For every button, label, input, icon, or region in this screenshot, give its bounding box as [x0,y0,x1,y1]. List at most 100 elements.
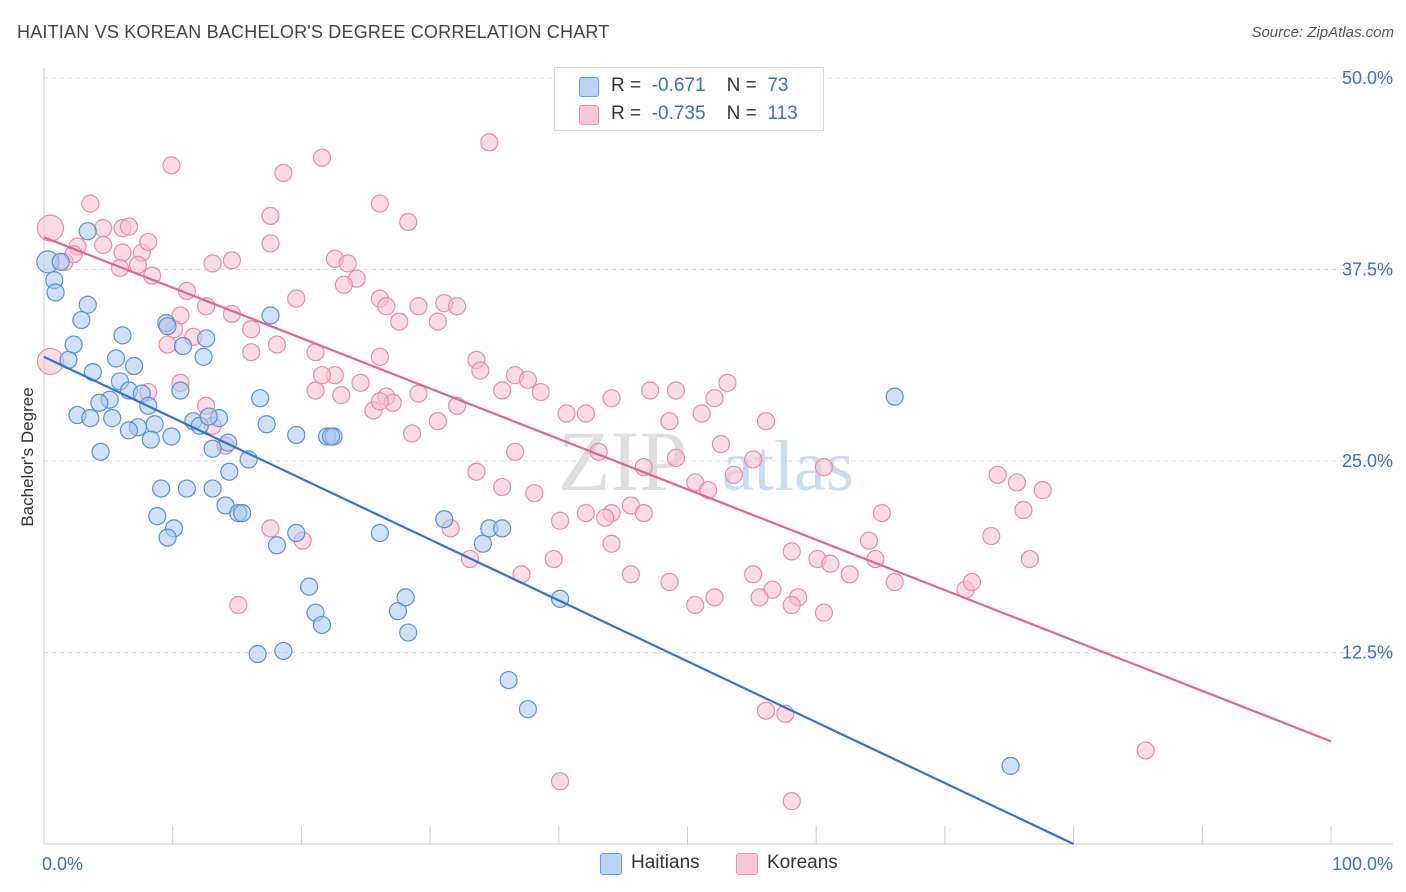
koreans-swatch [579,105,599,125]
korean-point [756,412,776,431]
korean-point [370,347,390,366]
haitian-point [261,306,280,325]
korean-point [493,477,512,497]
korean-point [602,389,621,408]
korean-point [409,297,428,316]
haitian-point [91,442,110,461]
haitian-point [158,317,177,336]
korean-point [505,442,525,461]
haitians-legend-label: Haitians [631,852,700,873]
korean-point [724,465,743,484]
haitian-point [370,523,390,543]
korean-point [261,206,280,225]
haitian-point [885,387,904,406]
koreans-legend-swatch [736,853,758,875]
korean-point [471,361,490,380]
correlation-legend: R = -0.671 N = 73 R = -0.735 N = 113 [554,67,824,131]
korean-point [306,381,325,400]
haitian-point [1001,756,1020,775]
korean-point [332,386,351,405]
y-tick-label: 25.0% [1342,451,1393,471]
haitian-point [90,393,109,412]
haitian-point [72,310,91,330]
korean-point [698,481,718,500]
korean-point [814,458,834,477]
haitian-point [113,326,132,345]
haitian-point [197,329,216,348]
haitian-point [300,577,319,596]
korean-point [550,511,570,530]
haitian-point [218,433,238,452]
korean-point [666,448,686,468]
korean-point [242,320,261,339]
koreans-points [36,133,1155,811]
korean-point [840,565,859,584]
haitian-point [78,295,97,314]
korean-point [467,462,486,481]
haitians-legend-swatch [600,853,622,875]
korean-point [576,503,595,523]
korean-point [814,603,834,622]
korean-point [596,508,615,527]
korean-point [242,343,261,362]
korean-point [544,549,563,569]
korean-point [493,381,512,400]
korean-point [1020,549,1039,569]
koreans-r-value: -0.735 [651,103,706,124]
y-tick-label: 37.5% [1342,260,1393,280]
haitians-trendline [43,355,1075,845]
korean-point [287,289,306,308]
haitian-point [141,430,160,449]
korean-point [576,404,595,423]
haitian-point [203,439,222,458]
koreans-n-label: N = [726,103,757,124]
haitian-point [148,507,167,526]
korean-point [756,701,776,720]
haitian-point [199,407,218,426]
haitian-point [145,415,164,434]
haitian-point [158,528,177,547]
koreans-r-label: R = [611,103,642,124]
korean-point [351,373,370,392]
x-tick-label-min: 0.0% [42,854,83,874]
haitians-swatch [579,77,599,97]
korean-point [428,312,447,331]
korean-point [782,792,801,811]
korean-point [872,503,891,523]
korean-point [641,381,660,400]
gridlines [44,77,1393,653]
haitian-point [473,534,492,553]
haitian-point [493,519,512,538]
korean-point [686,595,705,615]
korean-point [402,424,422,443]
korean-point [666,381,686,400]
korean-point [525,484,544,503]
haitian-point [518,700,538,719]
korean-point [1014,500,1033,520]
haitian-point [64,335,83,354]
korean-point [203,254,222,273]
haitian-point [173,337,193,356]
y-tick-label: 50.0% [1342,68,1393,88]
korean-point [962,572,982,592]
haitian-point [106,349,126,368]
haitian-point [220,462,239,481]
haitian-point [257,415,276,434]
korean-point [267,335,287,354]
haitian-point [312,615,332,635]
haitian-point [435,510,454,529]
haitian-point [194,347,213,366]
korean-point [162,156,181,175]
korean-point [1033,481,1052,500]
korean-point [557,404,576,423]
korean-point [711,435,731,454]
haitian-point [399,623,418,642]
korean-point [274,163,293,183]
korean-point [660,572,679,592]
korean-point [222,251,242,270]
korean-point [744,450,763,469]
haitian-point [162,427,181,446]
korean-point [782,595,801,615]
haitians-r-label: R = [611,75,642,96]
